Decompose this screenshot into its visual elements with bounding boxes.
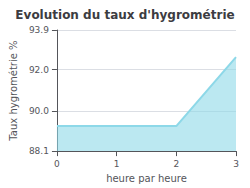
svg-text:heure par heure: heure par heure — [106, 173, 187, 184]
svg-text:2: 2 — [173, 159, 179, 169]
svg-text:92.0: 92.0 — [29, 65, 49, 75]
svg-text:1: 1 — [114, 159, 120, 169]
svg-text:93.9: 93.9 — [29, 25, 49, 35]
svg-text:90.0: 90.0 — [29, 106, 49, 116]
svg-text:3: 3 — [233, 159, 239, 169]
svg-text:Taux hygrométrie %: Taux hygrométrie % — [8, 40, 19, 141]
svg-text:0: 0 — [54, 159, 60, 169]
svg-text:Evolution du taux d'hygrométri: Evolution du taux d'hygrométrie — [15, 8, 234, 22]
svg-text:88.1: 88.1 — [29, 146, 49, 156]
